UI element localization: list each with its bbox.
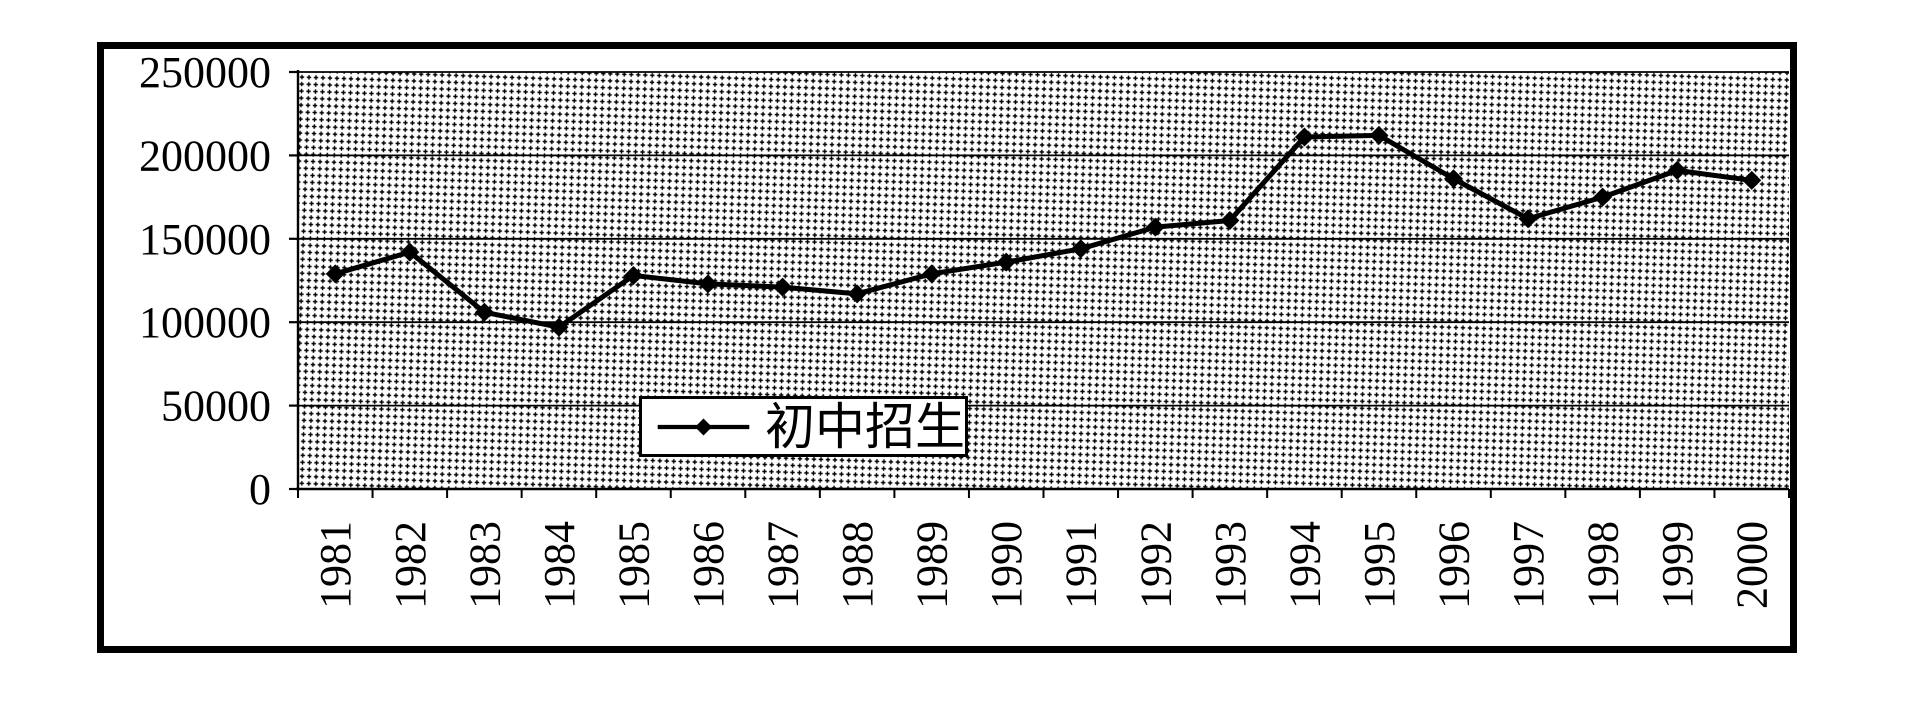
series-group <box>325 125 1762 337</box>
marker-1992 <box>1145 217 1165 237</box>
marker-1984 <box>549 317 569 337</box>
x-tick-label-1982: 1982 <box>386 521 435 609</box>
marker-1989 <box>922 264 942 284</box>
x-tick-label-1984: 1984 <box>535 521 584 609</box>
marker-1985 <box>623 265 643 285</box>
marker-1991 <box>1071 239 1091 259</box>
y-tick-label-200000: 200000 <box>139 131 271 180</box>
legend-label: 初中招生 <box>765 398 965 455</box>
x-tick-label-1994: 1994 <box>1280 521 1329 609</box>
marker-1987 <box>773 277 793 297</box>
marker-1996 <box>1444 169 1464 189</box>
marker-1981 <box>325 264 345 284</box>
x-tick-label-1991: 1991 <box>1057 521 1106 609</box>
legend: 初中招生 <box>639 396 968 457</box>
x-tick-label-1990: 1990 <box>982 521 1031 609</box>
y-tick-label-0: 0 <box>249 465 271 514</box>
marker-1999 <box>1667 160 1687 180</box>
marker-2000 <box>1742 170 1762 190</box>
x-tick-label-1996: 1996 <box>1429 521 1478 609</box>
y-tick-label-50000: 50000 <box>161 382 271 431</box>
x-tick-label-1988: 1988 <box>833 521 882 609</box>
marker-1995 <box>1369 125 1389 145</box>
x-tick-label-1998: 1998 <box>1579 521 1628 609</box>
x-tick-label-2000: 2000 <box>1728 521 1777 609</box>
y-axis-labels: 0 50000 100000 150000 200000 250000 <box>139 48 271 514</box>
marker-1986 <box>698 274 718 294</box>
x-tick-label-1989: 1989 <box>908 521 957 609</box>
marker-1983 <box>474 302 494 322</box>
x-tick-label-1986: 1986 <box>684 521 733 609</box>
x-tick-label-1995: 1995 <box>1355 521 1404 609</box>
marker-1982 <box>400 242 420 262</box>
x-tick-label-1997: 1997 <box>1504 521 1553 609</box>
y-tick-label-100000: 100000 <box>139 298 271 347</box>
axes-group <box>296 70 1790 498</box>
x-tick-label-1981: 1981 <box>311 521 360 609</box>
series-line-初中招生 <box>332 132 1755 330</box>
plot-area-pattern-fill <box>298 72 1789 489</box>
x-axis-labels: 1981 1982 1983 1984 1985 1986 1987 1988 1989 1990… <box>311 521 1776 609</box>
x-tick-label-1987: 1987 <box>759 521 808 609</box>
x-tick-label-1992: 1992 <box>1131 521 1180 609</box>
x-tick-label-1985: 1985 <box>609 521 658 609</box>
x-tick-label-1993: 1993 <box>1206 521 1255 609</box>
marker-1997 <box>1518 209 1538 229</box>
marker-1994 <box>1294 127 1314 147</box>
y-tick-label-250000: 250000 <box>139 48 271 97</box>
marker-1993 <box>1220 210 1240 230</box>
x-tick-label-1999: 1999 <box>1653 521 1702 609</box>
marker-1998 <box>1593 187 1613 207</box>
y-tick-label-150000: 150000 <box>139 215 271 264</box>
legend-line-marker-icon <box>657 418 750 435</box>
marker-1988 <box>847 284 867 304</box>
marker-1990 <box>996 252 1016 272</box>
gridlines-group <box>289 70 1789 491</box>
x-tick-label-1983: 1983 <box>460 521 509 609</box>
